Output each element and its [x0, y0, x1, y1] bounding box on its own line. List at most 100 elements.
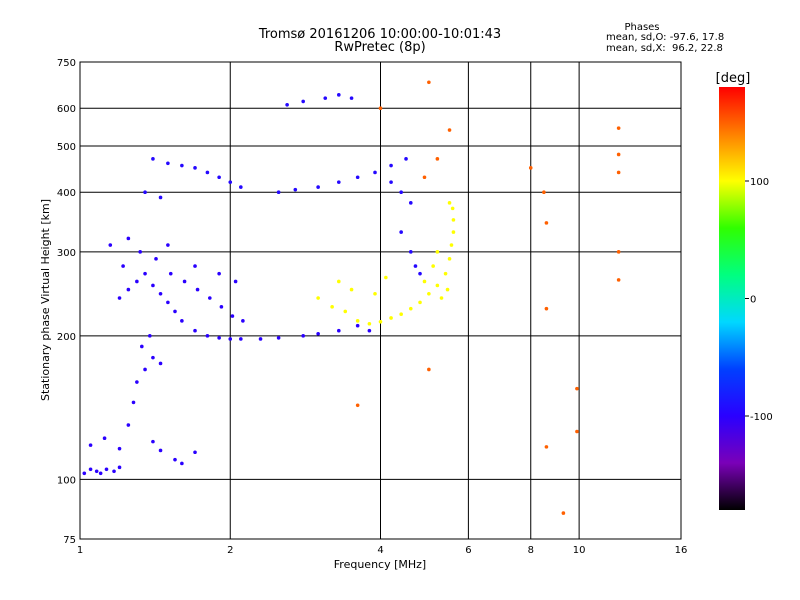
data-point [435, 250, 440, 254]
data-point [108, 243, 113, 247]
data-point [166, 161, 170, 166]
data-point [112, 469, 116, 474]
data-point [233, 279, 238, 284]
data-point [217, 175, 221, 180]
plot-frame [79, 61, 682, 540]
data-point [140, 344, 144, 349]
x-axis-label: Frequency [MHz] [334, 558, 426, 571]
data-point [166, 243, 170, 247]
data-point [373, 291, 377, 296]
data-point [323, 96, 328, 100]
y-tick-label: 500 [57, 142, 76, 153]
data-point [439, 296, 444, 300]
data-point [154, 257, 158, 261]
data-point [427, 367, 431, 372]
data-point [451, 218, 456, 222]
data-point [135, 380, 139, 384]
y-tick-label: 300 [57, 248, 76, 259]
data-point [219, 305, 224, 309]
data-point [349, 96, 354, 100]
y-axis-ticks: 75 100 200 300 400 500 600 750 [57, 58, 76, 546]
data-point [158, 195, 163, 200]
data-point [158, 361, 163, 366]
data-point [355, 319, 360, 323]
data-point [143, 190, 147, 195]
data-point [168, 271, 173, 276]
x-tick-label: 4 [377, 545, 383, 556]
y-tick-label: 750 [57, 58, 76, 69]
data-point [355, 323, 360, 328]
data-point [180, 163, 184, 168]
x-tick-label: 2 [227, 545, 233, 556]
data-point [148, 334, 152, 338]
data-point [135, 279, 139, 284]
data-point [389, 316, 393, 320]
data-point [616, 278, 621, 282]
data-point [616, 152, 621, 157]
data-point [117, 446, 122, 451]
data-point [616, 126, 621, 130]
data-point [413, 264, 418, 268]
data-point [561, 511, 566, 515]
data-point [205, 334, 210, 338]
data-point [193, 166, 197, 170]
data-point [166, 300, 170, 305]
x-tick-label: 1 [77, 545, 83, 556]
data-point [418, 271, 422, 276]
data-point [228, 180, 233, 184]
data-point [88, 467, 93, 472]
data-point [389, 163, 393, 168]
data-point [126, 236, 131, 241]
data-point [450, 206, 455, 211]
data-point [427, 291, 431, 296]
data-point [427, 80, 431, 85]
data-point [367, 328, 372, 333]
data-point [98, 471, 103, 476]
data-point [616, 250, 621, 254]
data-point [445, 287, 450, 292]
data-point [301, 99, 305, 104]
data-point [182, 279, 187, 284]
phase-stats-header: Phases [624, 22, 660, 33]
data-point [337, 93, 341, 97]
data-point [117, 296, 122, 300]
data-point [384, 275, 388, 280]
data-point [447, 201, 452, 205]
data-point [143, 271, 147, 276]
data-point [447, 128, 452, 132]
data-point [104, 467, 109, 472]
data-point [451, 230, 456, 234]
data-point [301, 334, 305, 338]
data-point [435, 283, 440, 288]
data-point [399, 230, 403, 234]
colorbar-tick-label: -100 [750, 412, 773, 423]
data-point [239, 337, 243, 341]
data-point [389, 180, 393, 184]
data-point [228, 337, 233, 341]
data-point [542, 190, 546, 195]
data-point [355, 403, 360, 408]
data-point [193, 328, 197, 333]
data-point [158, 448, 163, 453]
data-point [408, 306, 413, 311]
data-point [435, 157, 440, 161]
data-point [239, 185, 243, 189]
data-point [443, 271, 448, 276]
data-point [276, 336, 281, 340]
data-point [126, 287, 131, 292]
data-point [399, 190, 403, 195]
y-tick-label: 75 [63, 535, 76, 546]
data-point [151, 355, 155, 360]
x-tick-label: 16 [675, 545, 688, 556]
colorbar-ticks: 100 0 -100 [745, 177, 773, 423]
data-point [285, 103, 289, 107]
data-point [422, 279, 427, 284]
y-axis-label: Stationary phase Virtual Height [km] [39, 199, 52, 401]
y-tick-label: 600 [57, 104, 76, 115]
colorbar-unit-label: [deg] [716, 71, 751, 86]
data-point [217, 271, 221, 276]
data-point [575, 429, 579, 434]
data-point [293, 187, 298, 192]
data-point [158, 291, 163, 296]
data-point [544, 221, 549, 225]
